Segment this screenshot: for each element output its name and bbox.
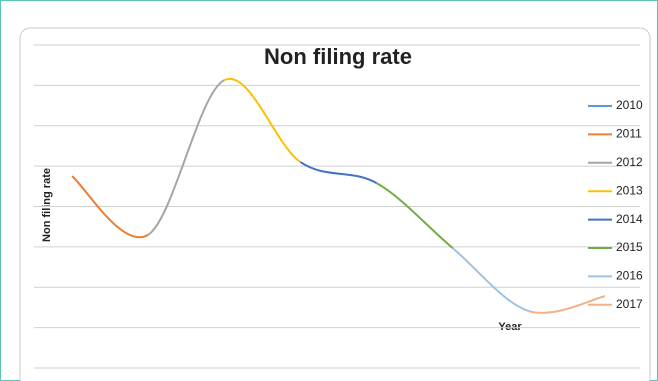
- line-segment: [223, 77, 302, 163]
- x-axis-label: Year: [498, 321, 522, 333]
- legend-label: 2010: [616, 98, 643, 112]
- line-segment: [299, 161, 378, 184]
- plot-frame: [19, 27, 651, 381]
- y-axis-label: Non filing rate: [41, 168, 53, 242]
- legend-label: 2016: [616, 269, 643, 283]
- legend-label: 2013: [616, 183, 643, 197]
- legend-label: 2015: [616, 240, 643, 254]
- line-segment: [376, 182, 454, 249]
- legend-label: 2017: [616, 297, 643, 311]
- line-segment: [71, 175, 149, 239]
- legend-label: 2014: [616, 212, 643, 226]
- chart-title: Non filing rate: [264, 44, 412, 69]
- line-segment: [528, 295, 606, 314]
- line-segment: [147, 79, 225, 236]
- line-segment: [452, 247, 530, 313]
- legend-label: 2012: [616, 155, 643, 169]
- legend-label: 2011: [616, 127, 642, 141]
